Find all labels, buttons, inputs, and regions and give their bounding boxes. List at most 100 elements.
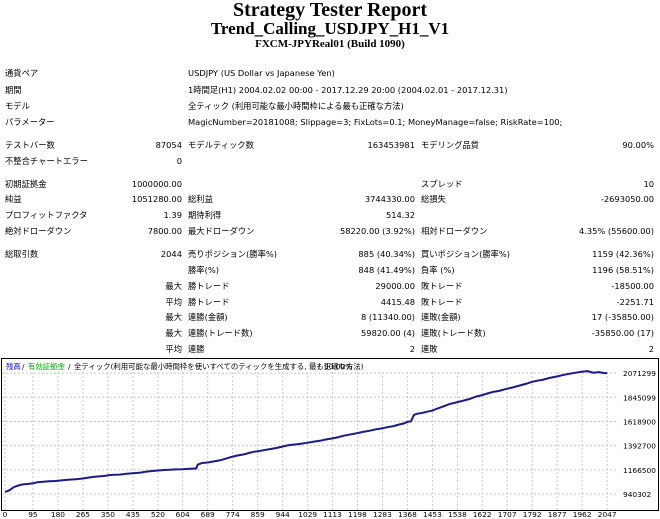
max-word-3: 最大 [165, 328, 182, 338]
x-tick-label: 1198 [348, 510, 367, 519]
abs-dd-label: 絶対ドローダウン [5, 226, 72, 236]
x-tick-label: 944 [276, 510, 290, 519]
max-word-2: 最大 [165, 312, 182, 322]
x-tick-label: 95 [28, 510, 38, 519]
long-label: 買いポジション(勝率%) [421, 249, 511, 259]
x-tick-label: 350 [101, 510, 115, 519]
x-tick-label: 1877 [548, 510, 567, 519]
legend-quality: 90.00% [324, 362, 352, 371]
x-tick-label: 265 [76, 510, 90, 519]
x-tick-label: 435 [126, 510, 140, 519]
max-win-label: 勝トレード [188, 281, 230, 291]
x-tick-label: 1029 [298, 510, 317, 519]
bars-value: 87054 [155, 140, 182, 150]
avg-lose-streak-value: 2 [648, 344, 654, 354]
cons-lose-cnt-value: -35850.00 (17) [591, 328, 654, 338]
balance-line [4, 370, 608, 493]
legend-balance: 残高 [6, 362, 21, 371]
rel-dd-value: 4.35% (55600.00) [578, 226, 654, 236]
cons-lose-amt-label: 連敗(金額) [421, 312, 461, 322]
avg-lose-label: 敗トレード [421, 297, 463, 307]
bars-label: テストバー数 [5, 140, 55, 150]
quality-label: モデリング品質 [421, 140, 480, 150]
legend-equity: 有効証拠金 [28, 362, 66, 371]
max-dd-value: 58220.00 (3.92%) [339, 226, 415, 236]
ticks-label: モデルティック数 [188, 140, 254, 150]
x-tick-label: 0 [3, 510, 8, 519]
avg-word-2: 平均 [165, 344, 182, 354]
params-label: パラメーター [5, 117, 55, 127]
x-tick-label: 180 [51, 510, 65, 519]
y-tick-label: 1845099 [623, 393, 656, 402]
legend-separator-2: / [68, 362, 71, 371]
max-dd-label: 最大ドローダウン [188, 226, 255, 236]
avg-win-value: 4415.48 [380, 297, 415, 307]
max-win-value: 29000.00 [375, 281, 415, 291]
y-axis-ticks: 2071299 1845099 1618900 1392700 1166500 94030… [623, 369, 656, 499]
x-tick-label: 1792 [523, 510, 542, 519]
y-tick-label: 1618900 [623, 417, 656, 426]
gross-profit-label: 総利益 [188, 194, 213, 204]
period-value: 1時間足(H1) 2004.02.02 00:00 - 2017.12.29 2… [188, 85, 508, 95]
cons-win-amt-value: 8 (11340.00) [361, 312, 415, 322]
mismatch-label: 不整合チャートエラー [5, 156, 88, 166]
avg-win-streak-value: 2 [409, 344, 415, 354]
cons-win-cnt-label: 連勝(トレード数) [188, 328, 253, 338]
legend-model: 全ティック(利用可能な最小時間枠を使いすべてのティックを生成する, 最も正確な方… [74, 362, 364, 371]
total-trades-label: 総取引数 [5, 249, 39, 259]
symbol-label: 通貨ペア [5, 68, 39, 78]
x-tick-label: 1622 [473, 510, 492, 519]
quality-value: 90.00% [622, 140, 654, 150]
x-tick-label: 1962 [573, 510, 592, 519]
x-tick-label: 1368 [398, 510, 417, 519]
net-label: 純益 [5, 194, 22, 204]
spread-label: スプレッド [421, 179, 463, 189]
x-tick-label: 604 [176, 510, 190, 519]
x-tick-label: 774 [226, 510, 240, 519]
gross-loss-value: -2693050.00 [600, 194, 654, 204]
ea-name: Trend_Calling_USDJPY_H1_V1 [210, 19, 450, 38]
avg-win-streak-label: 連勝 [188, 344, 205, 354]
win-value: 848 (41.49%) [358, 265, 415, 275]
expected-value: 514.32 [385, 210, 415, 220]
deposit-label: 初期証拠金 [5, 179, 47, 189]
model-value: 全ティック (利用可能な最小時間枠による最も正確な方法) [188, 101, 404, 111]
deposit-value: 1000000.00 [131, 179, 182, 189]
ticks-value: 163453981 [367, 140, 415, 150]
gross-loss-label: 総損失 [421, 194, 446, 204]
server-build: FXCM-JPYReal01 (Build 1090) [255, 38, 405, 50]
x-tick-label: 1283 [373, 510, 392, 519]
x-tick-label: 859 [251, 510, 265, 519]
y-tick-label: 1166500 [623, 466, 656, 475]
rel-dd-label: 相対ドローダウン [421, 226, 488, 236]
avg-win-label: 勝トレード [188, 297, 230, 307]
avg-lose-value: -2251.71 [616, 297, 654, 307]
max-lose-label: 敗トレード [421, 281, 463, 291]
spread-value: 10 [643, 179, 654, 189]
x-tick-label: 2047 [598, 510, 617, 519]
pf-value: 1.39 [163, 210, 182, 220]
cons-lose-cnt-label: 連敗(トレード数) [421, 328, 486, 338]
lose-value: 1196 (58.51%) [592, 265, 654, 275]
lose-label: 負率 (%) [421, 265, 455, 275]
short-value: 885 (40.34%) [358, 249, 415, 259]
avg-lose-streak-label: 連敗 [421, 344, 438, 354]
mismatch-value: 0 [176, 156, 182, 166]
max-word: 最大 [165, 281, 182, 291]
x-tick-label: 1707 [498, 510, 517, 519]
y-tick-label: 1392700 [623, 442, 656, 451]
report-title: Strategy Tester Report [232, 0, 428, 21]
cons-win-cnt-value: 59820.00 (4) [361, 328, 415, 338]
gross-profit-value: 3744330.00 [364, 194, 415, 204]
cons-win-amt-label: 連勝(金額) [188, 312, 228, 322]
win-label: 勝率(%) [188, 265, 219, 275]
params-value: MagicNumber=20181008; Slippage=3; FixLot… [188, 117, 563, 127]
expected-label: 期待利得 [188, 210, 222, 220]
x-tick-label: 689 [201, 510, 215, 519]
balance-chart-svg: 残高 / 有効証拠金 / 全ティック(利用可能な最小時間枠を使いすべてのティック… [1, 358, 659, 519]
cons-lose-amt-value: 17 (-35850.00) [591, 312, 654, 322]
avg-word: 平均 [165, 297, 182, 307]
y-tick-label: 2071299 [623, 369, 656, 378]
y-tick-label: 940302 [623, 490, 651, 499]
chart-frame [1, 358, 659, 511]
